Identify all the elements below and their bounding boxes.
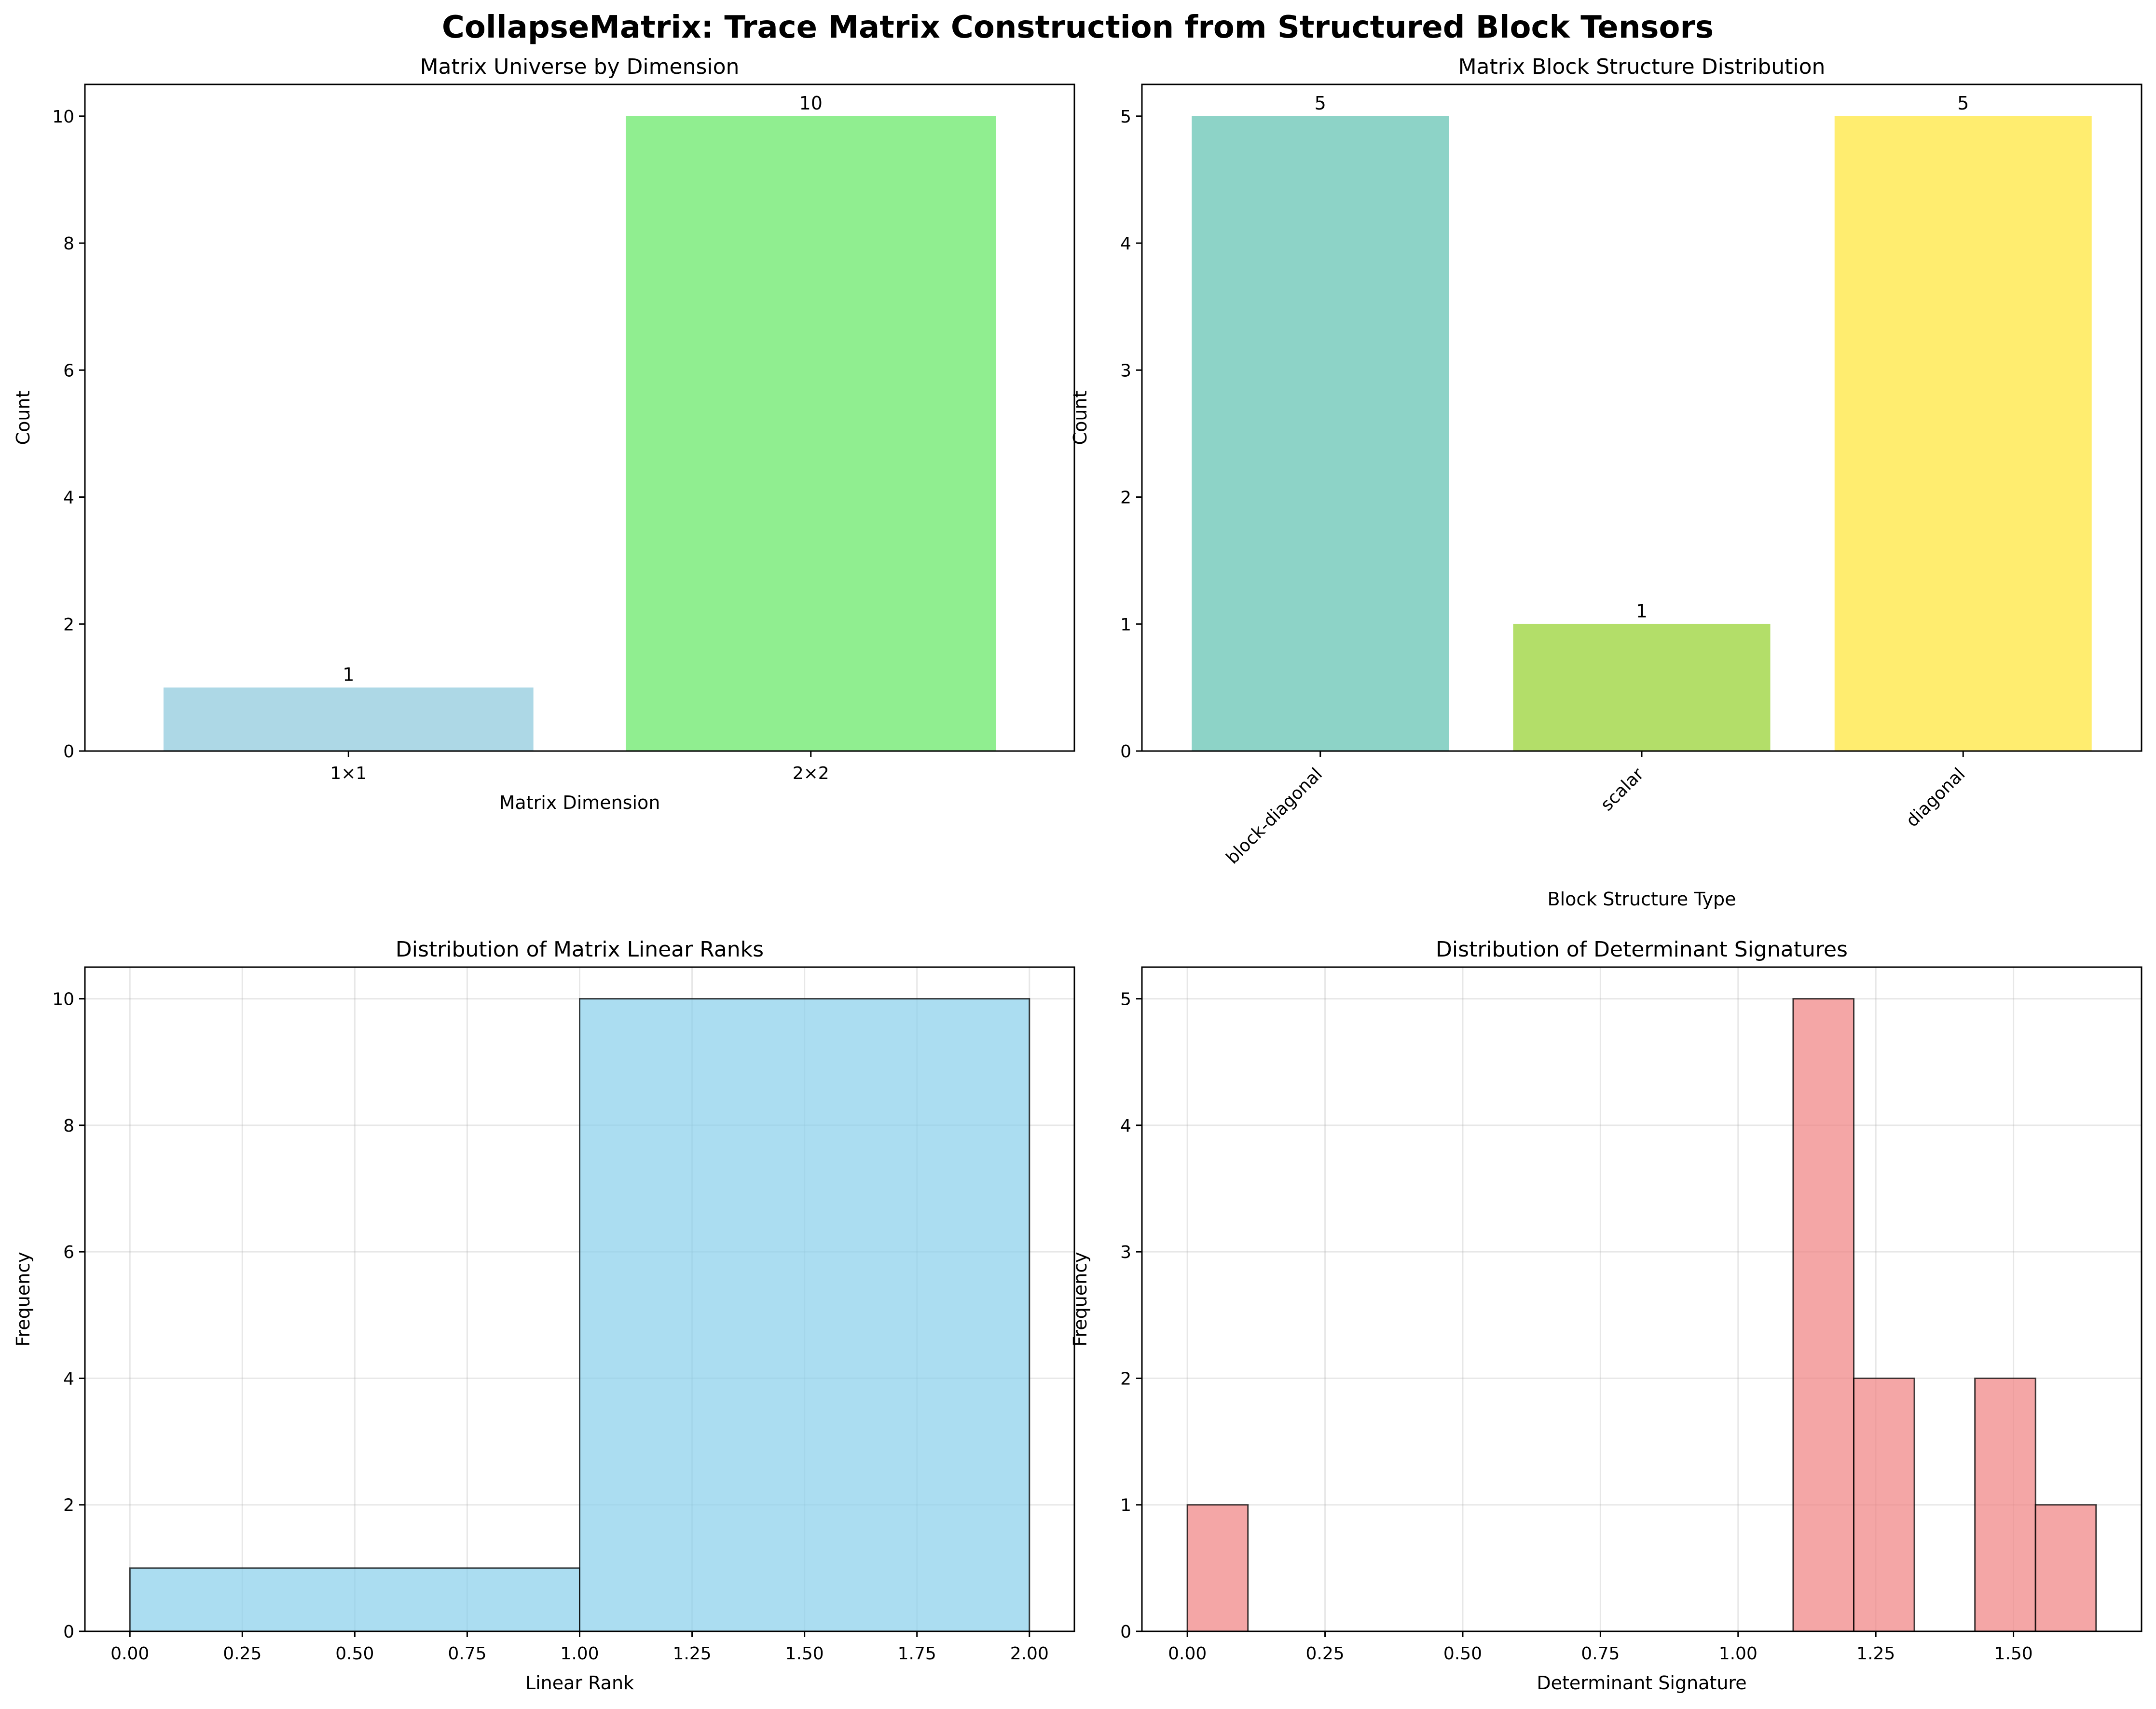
y-axis-label: Count [13, 391, 34, 445]
y-axis-label: Count [1070, 391, 1091, 445]
y-tick-label: 3 [1120, 361, 1131, 381]
data-label: 1 [1636, 601, 1648, 622]
y-tick-label: 2 [63, 1496, 74, 1516]
bar [626, 116, 996, 751]
chart-linear-rank-histogram: Distribution of Matrix Linear Ranks 0 2 4 6 8… [13, 937, 1075, 1694]
x-tick-label: 0.50 [1443, 1644, 1482, 1664]
histogram-bar [129, 1567, 580, 1632]
x-tick-label: block-diagonal [1222, 764, 1326, 868]
y-tick-label: 8 [63, 234, 74, 254]
x-tick-label: 1.75 [898, 1644, 936, 1664]
y-tick-label: 8 [63, 1116, 74, 1136]
x-tick-label: 0.75 [1581, 1644, 1620, 1664]
y-tick-label: 2 [1120, 1369, 1131, 1389]
chart-title: Distribution of Matrix Linear Ranks [396, 937, 764, 962]
x-tick-label: 0.00 [1168, 1644, 1207, 1664]
x-tick-label: diagonal [1902, 764, 1969, 831]
data-label: 5 [1315, 93, 1326, 114]
x-tick-label: 1.25 [673, 1644, 711, 1664]
y-tick-label: 5 [1120, 990, 1131, 1010]
x-axis-label: Determinant Signature [1537, 1672, 1746, 1694]
x-axis-label: Linear Rank [525, 1672, 634, 1694]
y-tick-label: 4 [63, 1369, 74, 1389]
y-tick-label: 0 [1120, 742, 1131, 762]
x-tick-label: 0.50 [335, 1644, 374, 1664]
data-label: 1 [343, 664, 354, 685]
histogram-bar [1853, 1377, 1915, 1632]
y-tick-label: 10 [52, 990, 74, 1010]
data-label: 10 [799, 93, 823, 114]
x-tick-label: 1.00 [560, 1644, 599, 1664]
histogram-bar [1974, 1377, 2036, 1632]
bar [1834, 116, 2092, 751]
x-tick-label: 1.25 [1856, 1644, 1895, 1664]
y-tick-label: 10 [52, 107, 74, 127]
x-tick-label: 1.50 [785, 1644, 824, 1664]
x-tick-label: 2.00 [1010, 1644, 1049, 1664]
y-tick-label: 4 [1120, 1116, 1131, 1136]
y-tick-label: 0 [63, 742, 74, 762]
y-tick-label: 1 [1120, 1496, 1131, 1516]
plot-frame [84, 966, 1075, 1632]
y-tick-label: 0 [1120, 1622, 1131, 1642]
y-tick-label: 2 [63, 615, 74, 635]
plot-frame [1141, 966, 2142, 1632]
x-tick-label: 0.25 [1306, 1644, 1345, 1664]
chart-title: Distribution of Determinant Signatures [1436, 937, 1848, 962]
bar [1192, 116, 1449, 751]
chart-block-structure: Matrix Block Structure Distribution 0 1 2 3 4… [1070, 55, 2142, 910]
y-tick-label: 1 [1120, 615, 1131, 635]
bar [1513, 624, 1771, 751]
y-tick-label: 4 [1120, 234, 1131, 254]
x-tick-label: 1×1 [330, 764, 367, 783]
chart-title: Matrix Block Structure Distribution [1458, 55, 1826, 79]
data-label: 5 [1957, 93, 1969, 114]
x-axis-label: Block Structure Type [1548, 889, 1736, 910]
y-axis-label: Frequency [1070, 1252, 1091, 1346]
x-tick-label: 0.00 [110, 1644, 149, 1664]
histogram-bar [579, 998, 1030, 1632]
y-tick-label: 6 [63, 1243, 74, 1262]
bar [163, 687, 534, 751]
histogram-bar [1792, 998, 1855, 1632]
chart-matrix-dimension: Matrix Universe by Dimension 0 2 4 6 8 10 Count… [13, 55, 1075, 813]
y-tick-label: 6 [63, 361, 74, 381]
y-tick-label: 4 [63, 488, 74, 508]
y-axis-label: Frequency [13, 1252, 34, 1346]
plot-frame [84, 83, 1075, 752]
figure-title: CollapseMatrix: Trace Matrix Constructio… [442, 10, 1714, 45]
x-tick-label: 2×2 [793, 764, 829, 783]
x-tick-label: 0.25 [223, 1644, 261, 1664]
plot-frame [1141, 83, 2142, 752]
chart-determinant-histogram: Distribution of Determinant Signatures 0 1… [1070, 937, 2142, 1694]
x-tick-label: 1.50 [1994, 1644, 2033, 1664]
y-tick-label: 5 [1120, 107, 1131, 127]
x-tick-label: 0.75 [448, 1644, 486, 1664]
histogram-bar [2034, 1504, 2097, 1632]
x-tick-label: scalar [1597, 764, 1648, 815]
x-tick-label: 1.00 [1719, 1644, 1758, 1664]
histogram-bar [1186, 1504, 1249, 1632]
y-tick-label: 3 [1120, 1243, 1131, 1262]
chart-title: Matrix Universe by Dimension [420, 55, 740, 79]
y-tick-label: 0 [63, 1622, 74, 1642]
x-axis-label: Matrix Dimension [499, 792, 660, 813]
y-tick-label: 2 [1120, 488, 1131, 508]
